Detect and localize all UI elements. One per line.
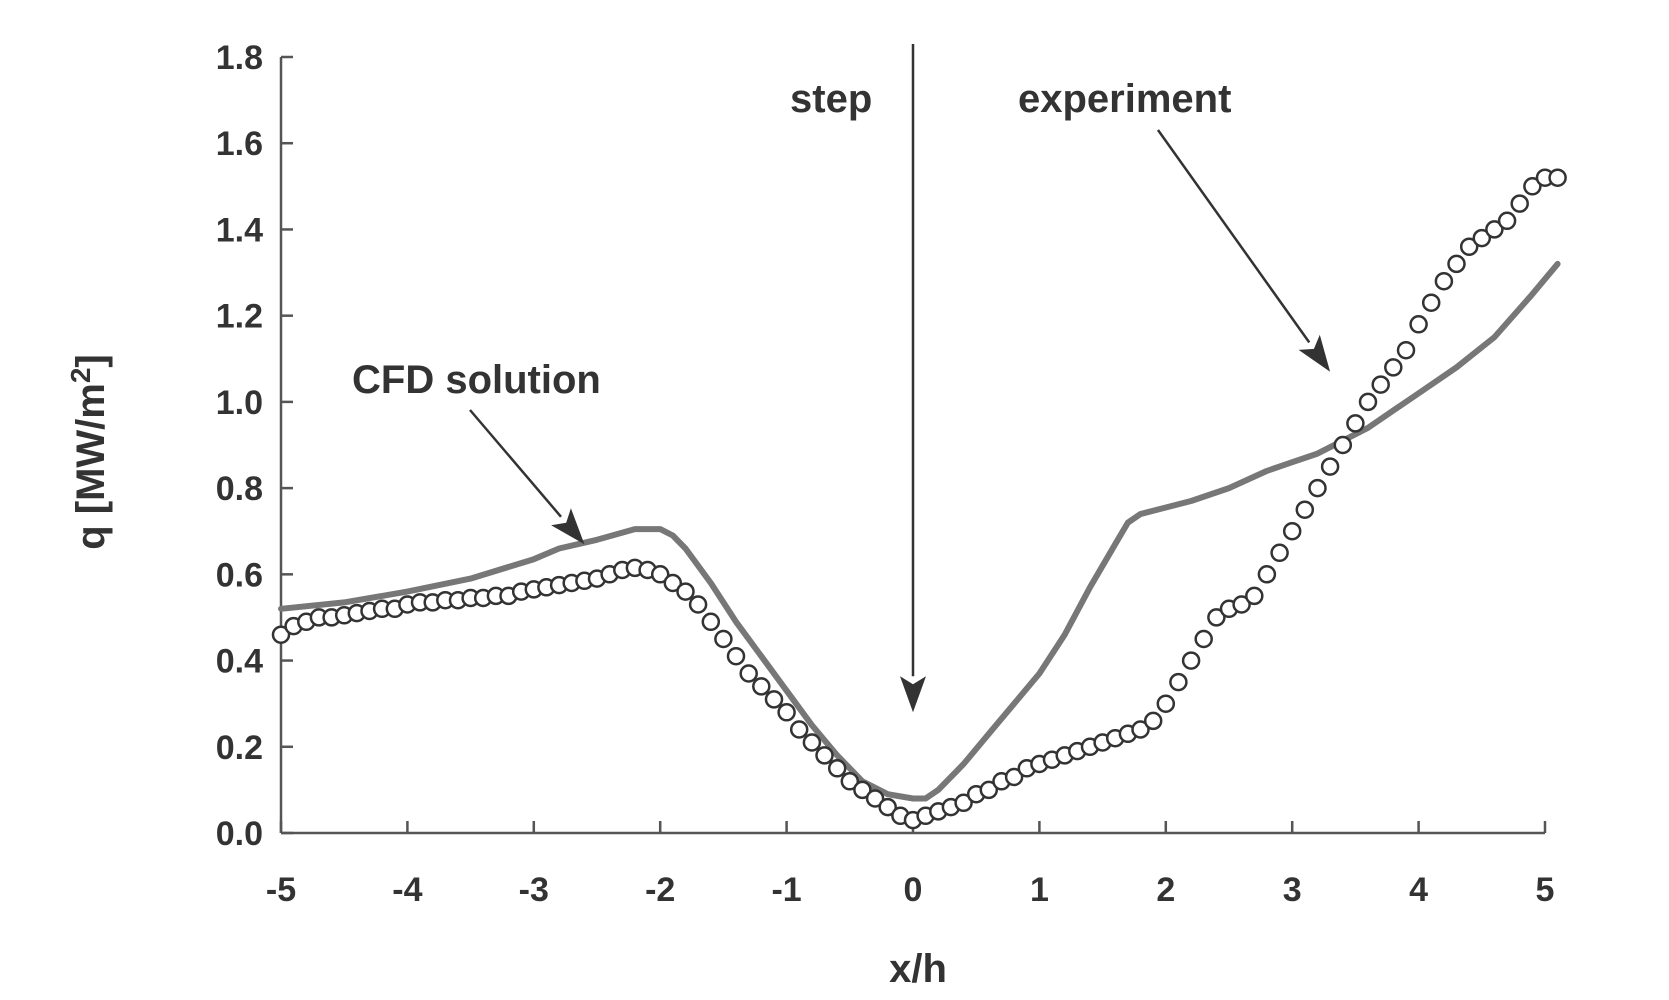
experiment-point [1194, 629, 1213, 649]
experiment-point [1333, 435, 1353, 455]
y-tick-label: 0.0 [216, 815, 263, 853]
y-tick-label: 1.0 [216, 384, 263, 422]
experiment-point [714, 629, 733, 649]
x-tick-label: -2 [645, 871, 675, 909]
experiment-point [1295, 500, 1315, 519]
experiment-point [1181, 651, 1201, 670]
experiment-point [1472, 228, 1492, 248]
x-tick-label: 0 [904, 871, 923, 909]
y-axis-title-end: ] [69, 354, 113, 367]
experiment-label: experiment [1018, 77, 1231, 121]
experiment-point [1320, 457, 1340, 476]
experiment-point [1421, 293, 1441, 312]
experiment-point [878, 797, 897, 817]
experiment-point [853, 780, 872, 800]
x-tick-label: -5 [266, 871, 296, 909]
experiment-point [1207, 608, 1226, 627]
annotation-layer [469, 44, 1331, 713]
y-tick-label: 1.8 [216, 39, 263, 77]
experiment-point [1282, 521, 1302, 541]
experiment-arrow [1156, 129, 1331, 372]
y-axis-title-superscript: 2 [65, 368, 96, 384]
experiment-point [1409, 315, 1428, 334]
experiment-point [1143, 711, 1163, 731]
experiment-point [701, 612, 721, 632]
experiment-point [777, 703, 796, 722]
experiment-point [1434, 271, 1454, 291]
y-tick-label: 0.8 [216, 470, 263, 508]
experiment-point [1497, 211, 1517, 231]
experiment-point [1169, 672, 1188, 692]
experiment-point [1004, 767, 1024, 787]
y-tick-label: 0.4 [216, 643, 263, 681]
experiment-point [1523, 177, 1542, 196]
experiment-point [865, 789, 885, 808]
experiment-point [650, 565, 670, 584]
cfd-solution-arrow-head [551, 508, 585, 545]
y-tick-label: 1.4 [216, 211, 263, 249]
experiment-point [271, 625, 291, 644]
experiment-point [764, 690, 784, 709]
experiment-point [840, 772, 860, 791]
y-tick-label: 1.2 [216, 298, 263, 336]
y-tick-label: 0.2 [216, 729, 263, 767]
cfd-solution-line [278, 260, 1561, 802]
experiment-point [1308, 478, 1327, 498]
step-arrow-head [900, 676, 926, 713]
cfd-solution-arrow-shaft [469, 409, 562, 518]
experiment-point [1384, 358, 1403, 377]
experiment-point [1485, 220, 1504, 239]
step-arrow [900, 44, 926, 713]
x-tick-label: 1 [1030, 871, 1049, 909]
experiment-point [979, 780, 999, 800]
experiment-point [1232, 595, 1251, 614]
experiment-point [752, 677, 771, 696]
x-tick-label: 2 [1156, 871, 1175, 909]
experiment-point [1548, 168, 1567, 187]
experiment-point [1346, 414, 1365, 433]
cfd-solution-label: CFD solution [352, 358, 601, 402]
experiment-point [815, 746, 834, 765]
cfd-solution-arrow [469, 409, 585, 545]
experiment-point [789, 720, 809, 739]
experiment-point [1257, 565, 1277, 584]
experiment-point [1371, 375, 1390, 394]
experiment-point [802, 733, 822, 752]
x-axis: -5 -4 -3 -2 -1 0 1 2 3 4 5 [266, 821, 1555, 909]
x-axis-title: x/h [889, 947, 947, 991]
y-axis-title: q [MW/m2] [65, 354, 113, 550]
experiment-arrow-shaft [1156, 129, 1311, 344]
experiment-point [1447, 254, 1466, 274]
experiment-point [1131, 720, 1150, 739]
x-tick-label: -4 [392, 871, 422, 909]
experiment-point [1156, 694, 1176, 713]
x-tick-label: 5 [1536, 871, 1555, 909]
experiment-point [1396, 340, 1416, 360]
experiment-point [726, 646, 746, 666]
experiment-point [1459, 237, 1479, 256]
experiment-point [1358, 392, 1378, 412]
experiment-arrow-head [1298, 334, 1331, 372]
y-tick-label: 0.6 [216, 556, 263, 594]
x-tick-label: 4 [1409, 871, 1428, 909]
experiment-point [663, 573, 683, 593]
experiment-point [739, 664, 758, 683]
x-tick-label: -3 [519, 871, 549, 909]
x-tick-label: -1 [771, 871, 801, 909]
experiment-point [1245, 586, 1264, 606]
x-tick-label: 3 [1283, 871, 1302, 909]
y-axis-title-main: q [MW/m [69, 383, 113, 550]
experiment-point [1270, 543, 1289, 563]
step-label: step [790, 77, 872, 121]
y-axis: 0.0 0.2 0.4 0.6 0.8 1.0 1.2 1.4 1.6 1.8 [216, 39, 293, 853]
experiment-point [688, 595, 708, 614]
experiment-point [954, 793, 973, 813]
experiment-point [1510, 194, 1529, 213]
experiment-point [676, 582, 695, 601]
y-tick-label: 1.6 [216, 125, 263, 163]
series-layer [271, 168, 1567, 830]
experiment-point [827, 759, 847, 778]
